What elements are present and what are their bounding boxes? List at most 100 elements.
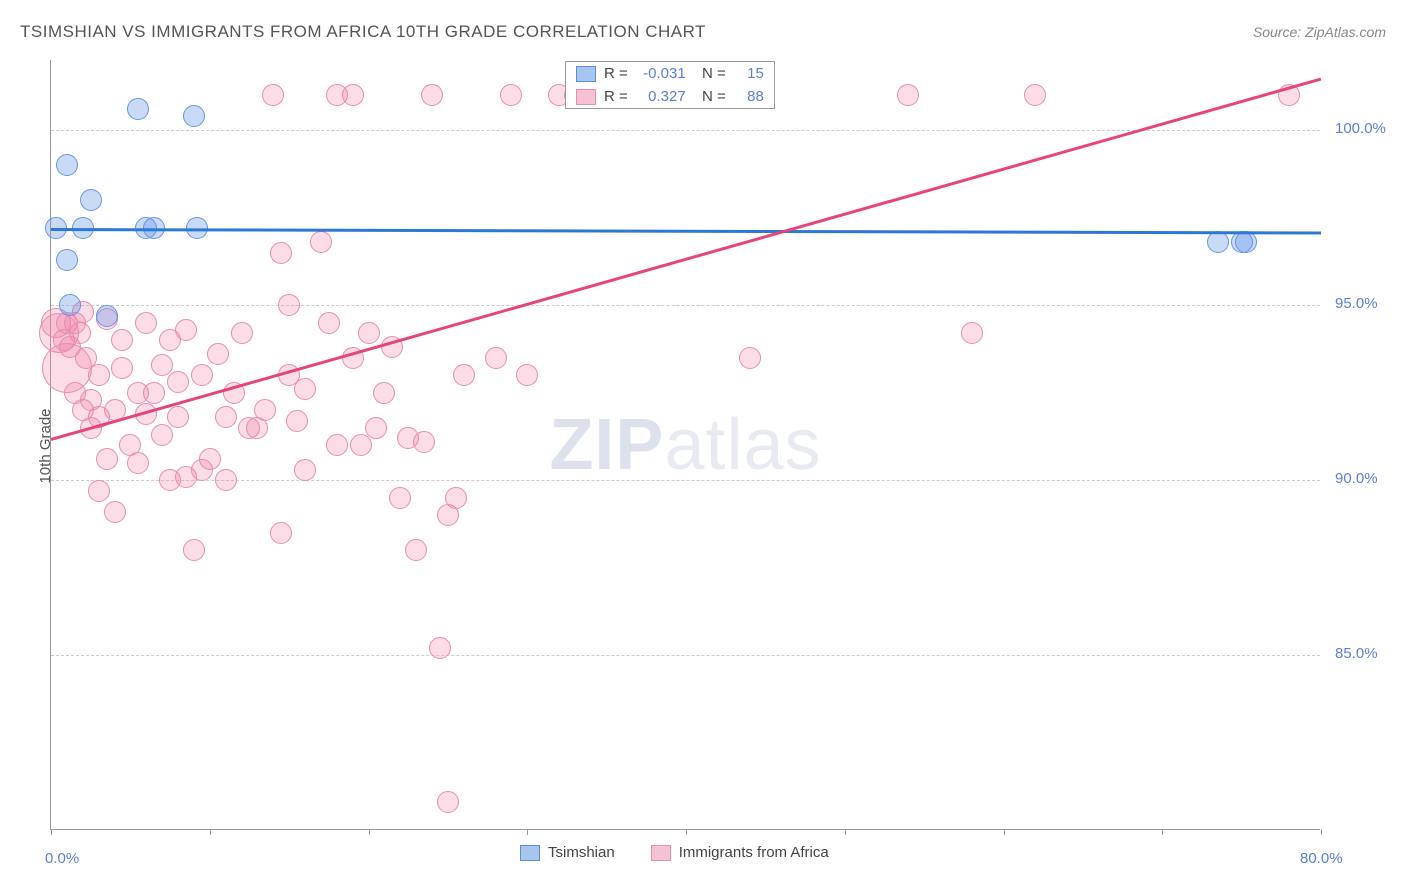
scatter-point bbox=[286, 410, 308, 432]
scatter-point bbox=[358, 322, 380, 344]
scatter-point bbox=[215, 469, 237, 491]
scatter-point bbox=[127, 98, 149, 120]
scatter-point bbox=[421, 84, 443, 106]
scatter-point bbox=[1235, 231, 1257, 253]
scatter-point bbox=[373, 382, 395, 404]
legend-swatch bbox=[520, 845, 540, 861]
scatter-point bbox=[485, 347, 507, 369]
stats-r-label: R = bbox=[604, 88, 628, 105]
y-tick-label: 100.0% bbox=[1335, 120, 1386, 137]
scatter-point bbox=[104, 501, 126, 523]
scatter-point bbox=[254, 399, 276, 421]
stats-box: R = -0.031 N = 15R = 0.327 N = 88 bbox=[565, 61, 775, 109]
watermark-bold: ZIP bbox=[549, 405, 664, 485]
y-tick-label: 95.0% bbox=[1335, 295, 1378, 312]
stats-n-label: N = bbox=[694, 65, 726, 82]
legend-swatch bbox=[576, 66, 596, 82]
scatter-point bbox=[389, 487, 411, 509]
scatter-point bbox=[262, 84, 284, 106]
x-tick bbox=[51, 829, 52, 835]
legend-item: Tsimshian bbox=[520, 844, 615, 861]
stats-r-label: R = bbox=[604, 65, 628, 82]
x-tick bbox=[210, 829, 211, 835]
scatter-point bbox=[183, 539, 205, 561]
x-tick bbox=[1162, 829, 1163, 835]
scatter-point bbox=[405, 539, 427, 561]
scatter-point bbox=[294, 378, 316, 400]
scatter-point bbox=[342, 84, 364, 106]
scatter-point bbox=[310, 231, 332, 253]
scatter-point bbox=[167, 371, 189, 393]
y-tick-label: 85.0% bbox=[1335, 645, 1378, 662]
scatter-point bbox=[270, 522, 292, 544]
stats-row: R = -0.031 N = 15 bbox=[566, 62, 774, 85]
x-tick bbox=[369, 829, 370, 835]
legend-swatch bbox=[651, 845, 671, 861]
trend-line bbox=[51, 78, 1322, 441]
scatter-point bbox=[445, 487, 467, 509]
x-tick-label: 0.0% bbox=[45, 850, 79, 867]
scatter-point bbox=[183, 105, 205, 127]
scatter-point bbox=[207, 343, 229, 365]
stats-r-value: -0.031 bbox=[636, 65, 686, 82]
scatter-point bbox=[96, 448, 118, 470]
scatter-point bbox=[143, 382, 165, 404]
scatter-point bbox=[231, 322, 253, 344]
scatter-point bbox=[111, 357, 133, 379]
scatter-point bbox=[350, 434, 372, 456]
scatter-point bbox=[135, 312, 157, 334]
bottom-legend: Tsimshian Immigrants from Africa bbox=[520, 844, 829, 861]
gridline bbox=[51, 305, 1320, 306]
scatter-point bbox=[1024, 84, 1046, 106]
x-tick bbox=[1321, 829, 1322, 835]
scatter-point bbox=[199, 448, 221, 470]
stats-r-value: 0.327 bbox=[636, 88, 686, 105]
scatter-point bbox=[167, 406, 189, 428]
scatter-point bbox=[59, 294, 81, 316]
scatter-point bbox=[111, 329, 133, 351]
scatter-point bbox=[80, 189, 102, 211]
scatter-point bbox=[326, 434, 348, 456]
scatter-point bbox=[88, 480, 110, 502]
scatter-point bbox=[56, 154, 78, 176]
legend-item: Immigrants from Africa bbox=[651, 844, 829, 861]
scatter-point bbox=[429, 637, 451, 659]
scatter-point bbox=[56, 249, 78, 271]
scatter-point bbox=[739, 347, 761, 369]
scatter-point bbox=[88, 364, 110, 386]
legend-label: Tsimshian bbox=[548, 844, 615, 861]
scatter-point bbox=[500, 84, 522, 106]
legend-swatch bbox=[576, 89, 596, 105]
scatter-point bbox=[365, 417, 387, 439]
x-tick bbox=[527, 829, 528, 835]
stats-n-value: 15 bbox=[734, 65, 764, 82]
stats-row: R = 0.327 N = 88 bbox=[566, 85, 774, 108]
scatter-point bbox=[127, 452, 149, 474]
scatter-point bbox=[318, 312, 340, 334]
scatter-point bbox=[961, 322, 983, 344]
chart-source: Source: ZipAtlas.com bbox=[1253, 24, 1386, 40]
stats-n-value: 88 bbox=[734, 88, 764, 105]
scatter-point bbox=[278, 294, 300, 316]
scatter-point bbox=[413, 431, 435, 453]
x-tick bbox=[1004, 829, 1005, 835]
stats-n-label: N = bbox=[694, 88, 726, 105]
watermark-light: atlas bbox=[664, 405, 821, 485]
gridline bbox=[51, 480, 1320, 481]
plot-area: ZIPatlas R = -0.031 N = 15R = 0.327 N = … bbox=[50, 60, 1320, 830]
trend-line bbox=[51, 228, 1321, 234]
scatter-point bbox=[270, 242, 292, 264]
scatter-point bbox=[151, 354, 173, 376]
scatter-point bbox=[294, 459, 316, 481]
scatter-point bbox=[437, 791, 459, 813]
scatter-point bbox=[175, 319, 197, 341]
x-tick bbox=[686, 829, 687, 835]
scatter-point bbox=[191, 364, 213, 386]
watermark: ZIPatlas bbox=[549, 404, 821, 486]
scatter-point bbox=[96, 305, 118, 327]
scatter-point bbox=[69, 322, 91, 344]
gridline bbox=[51, 655, 1320, 656]
x-tick-label: 80.0% bbox=[1300, 850, 1343, 867]
scatter-point bbox=[1207, 231, 1229, 253]
scatter-point bbox=[215, 406, 237, 428]
